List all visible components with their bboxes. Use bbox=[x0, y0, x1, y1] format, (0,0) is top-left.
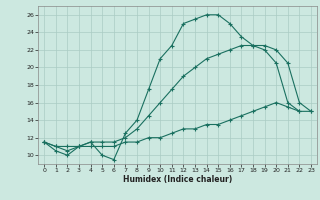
X-axis label: Humidex (Indice chaleur): Humidex (Indice chaleur) bbox=[123, 175, 232, 184]
